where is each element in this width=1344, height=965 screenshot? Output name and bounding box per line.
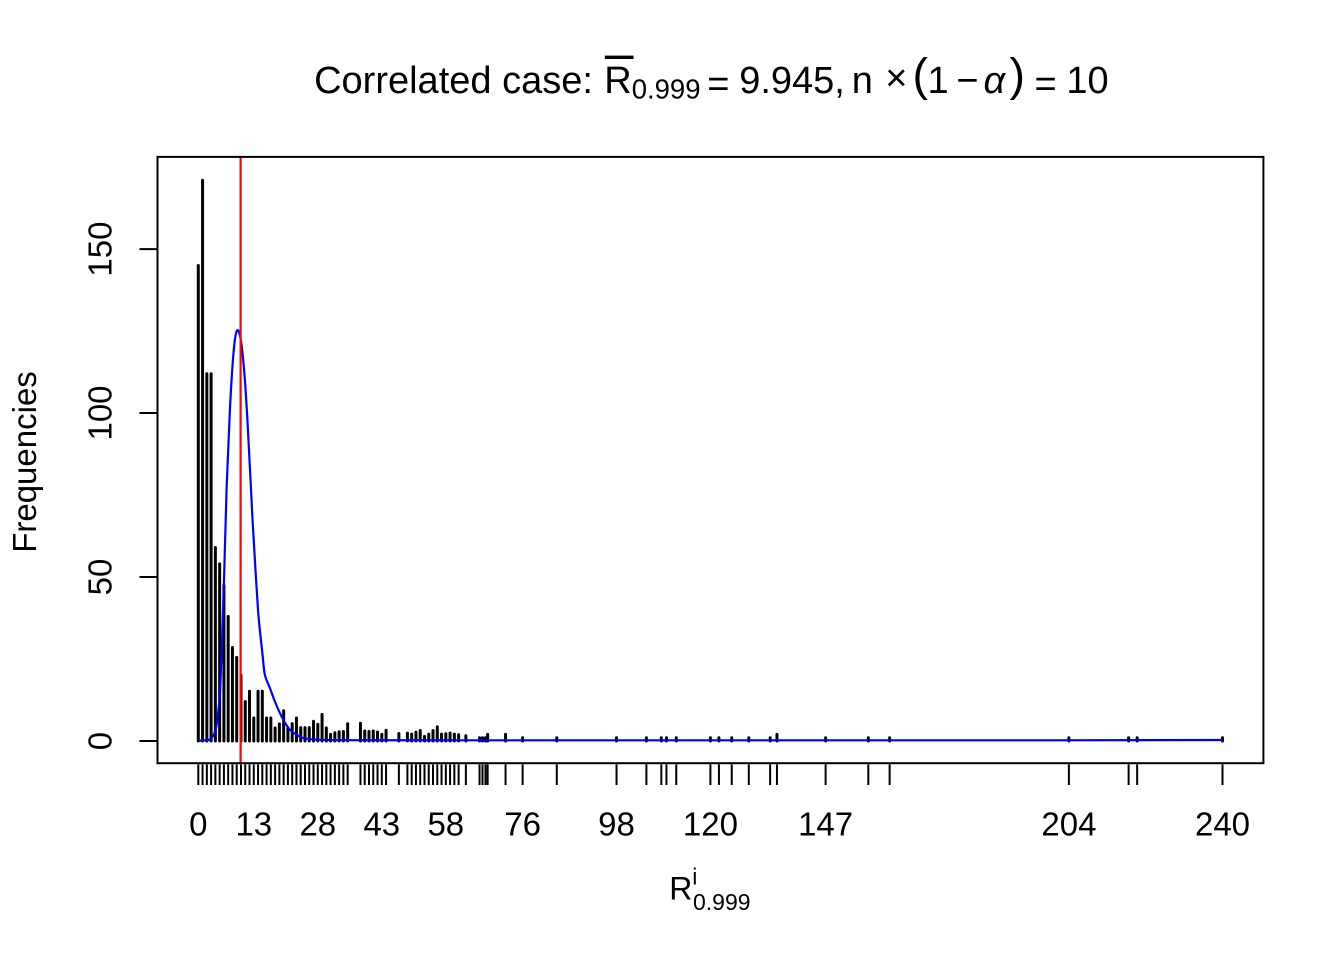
- svg-text:−: −: [956, 60, 978, 102]
- svg-text:58: 58: [427, 806, 464, 843]
- svg-text:1: 1: [928, 60, 949, 102]
- svg-text:Frequencies: Frequencies: [6, 371, 43, 553]
- svg-text:43: 43: [363, 806, 400, 843]
- svg-text:0.999: 0.999: [693, 889, 751, 915]
- svg-text:76: 76: [504, 806, 541, 843]
- svg-text:×: ×: [885, 58, 907, 100]
- svg-text:α: α: [984, 60, 1007, 102]
- svg-text:0: 0: [189, 806, 207, 843]
- svg-text:147: 147: [798, 806, 853, 843]
- svg-text:R: R: [604, 60, 631, 102]
- svg-text:R: R: [669, 871, 692, 907]
- svg-text:28: 28: [299, 806, 336, 843]
- svg-text:10: 10: [1066, 60, 1108, 102]
- svg-text:): ): [1010, 49, 1026, 101]
- svg-text:=: =: [707, 64, 729, 106]
- svg-text:13: 13: [235, 806, 272, 843]
- svg-text:0.999: 0.999: [632, 73, 701, 104]
- svg-text:=: =: [1035, 64, 1057, 106]
- svg-text:50: 50: [82, 559, 119, 596]
- svg-text:240: 240: [1195, 806, 1250, 843]
- svg-text:(: (: [913, 49, 929, 101]
- svg-text:98: 98: [598, 806, 635, 843]
- svg-text:0: 0: [82, 732, 119, 750]
- svg-text:204: 204: [1041, 806, 1096, 843]
- svg-text:n: n: [852, 60, 873, 102]
- svg-text:120: 120: [683, 806, 738, 843]
- svg-text:150: 150: [82, 222, 119, 277]
- svg-text:100: 100: [82, 385, 119, 440]
- svg-text:Correlated case:: Correlated case:: [314, 60, 593, 102]
- svg-text:9.945,: 9.945,: [739, 60, 845, 102]
- svg-text:i: i: [692, 864, 697, 890]
